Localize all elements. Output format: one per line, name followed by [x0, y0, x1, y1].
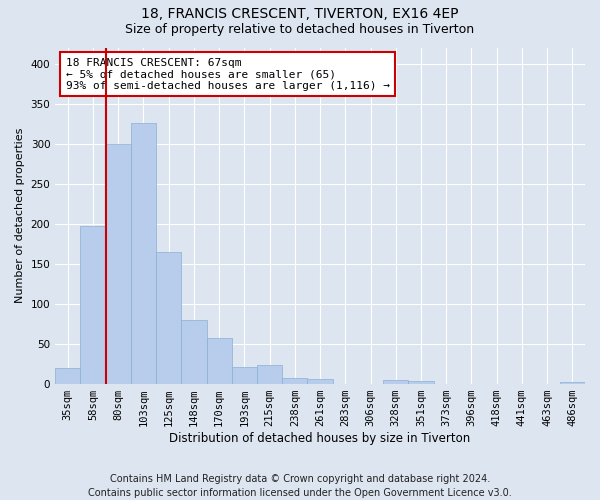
- Text: Size of property relative to detached houses in Tiverton: Size of property relative to detached ho…: [125, 22, 475, 36]
- Y-axis label: Number of detached properties: Number of detached properties: [15, 128, 25, 304]
- Bar: [383, 380, 409, 384]
- Bar: [307, 380, 332, 384]
- Bar: [257, 365, 282, 384]
- Bar: [282, 378, 307, 384]
- Text: 18 FRANCIS CRESCENT: 67sqm
← 5% of detached houses are smaller (65)
93% of semi-: 18 FRANCIS CRESCENT: 67sqm ← 5% of detac…: [66, 58, 390, 91]
- Bar: [560, 382, 585, 384]
- Bar: [409, 381, 434, 384]
- Bar: [206, 338, 232, 384]
- Bar: [156, 252, 181, 384]
- Bar: [131, 123, 156, 384]
- X-axis label: Distribution of detached houses by size in Tiverton: Distribution of detached houses by size …: [169, 432, 471, 445]
- Bar: [232, 368, 257, 384]
- Text: 18, FRANCIS CRESCENT, TIVERTON, EX16 4EP: 18, FRANCIS CRESCENT, TIVERTON, EX16 4EP: [141, 8, 459, 22]
- Bar: [181, 320, 206, 384]
- Bar: [55, 368, 80, 384]
- Bar: [106, 144, 131, 384]
- Bar: [80, 226, 106, 384]
- Text: Contains HM Land Registry data © Crown copyright and database right 2024.
Contai: Contains HM Land Registry data © Crown c…: [88, 474, 512, 498]
